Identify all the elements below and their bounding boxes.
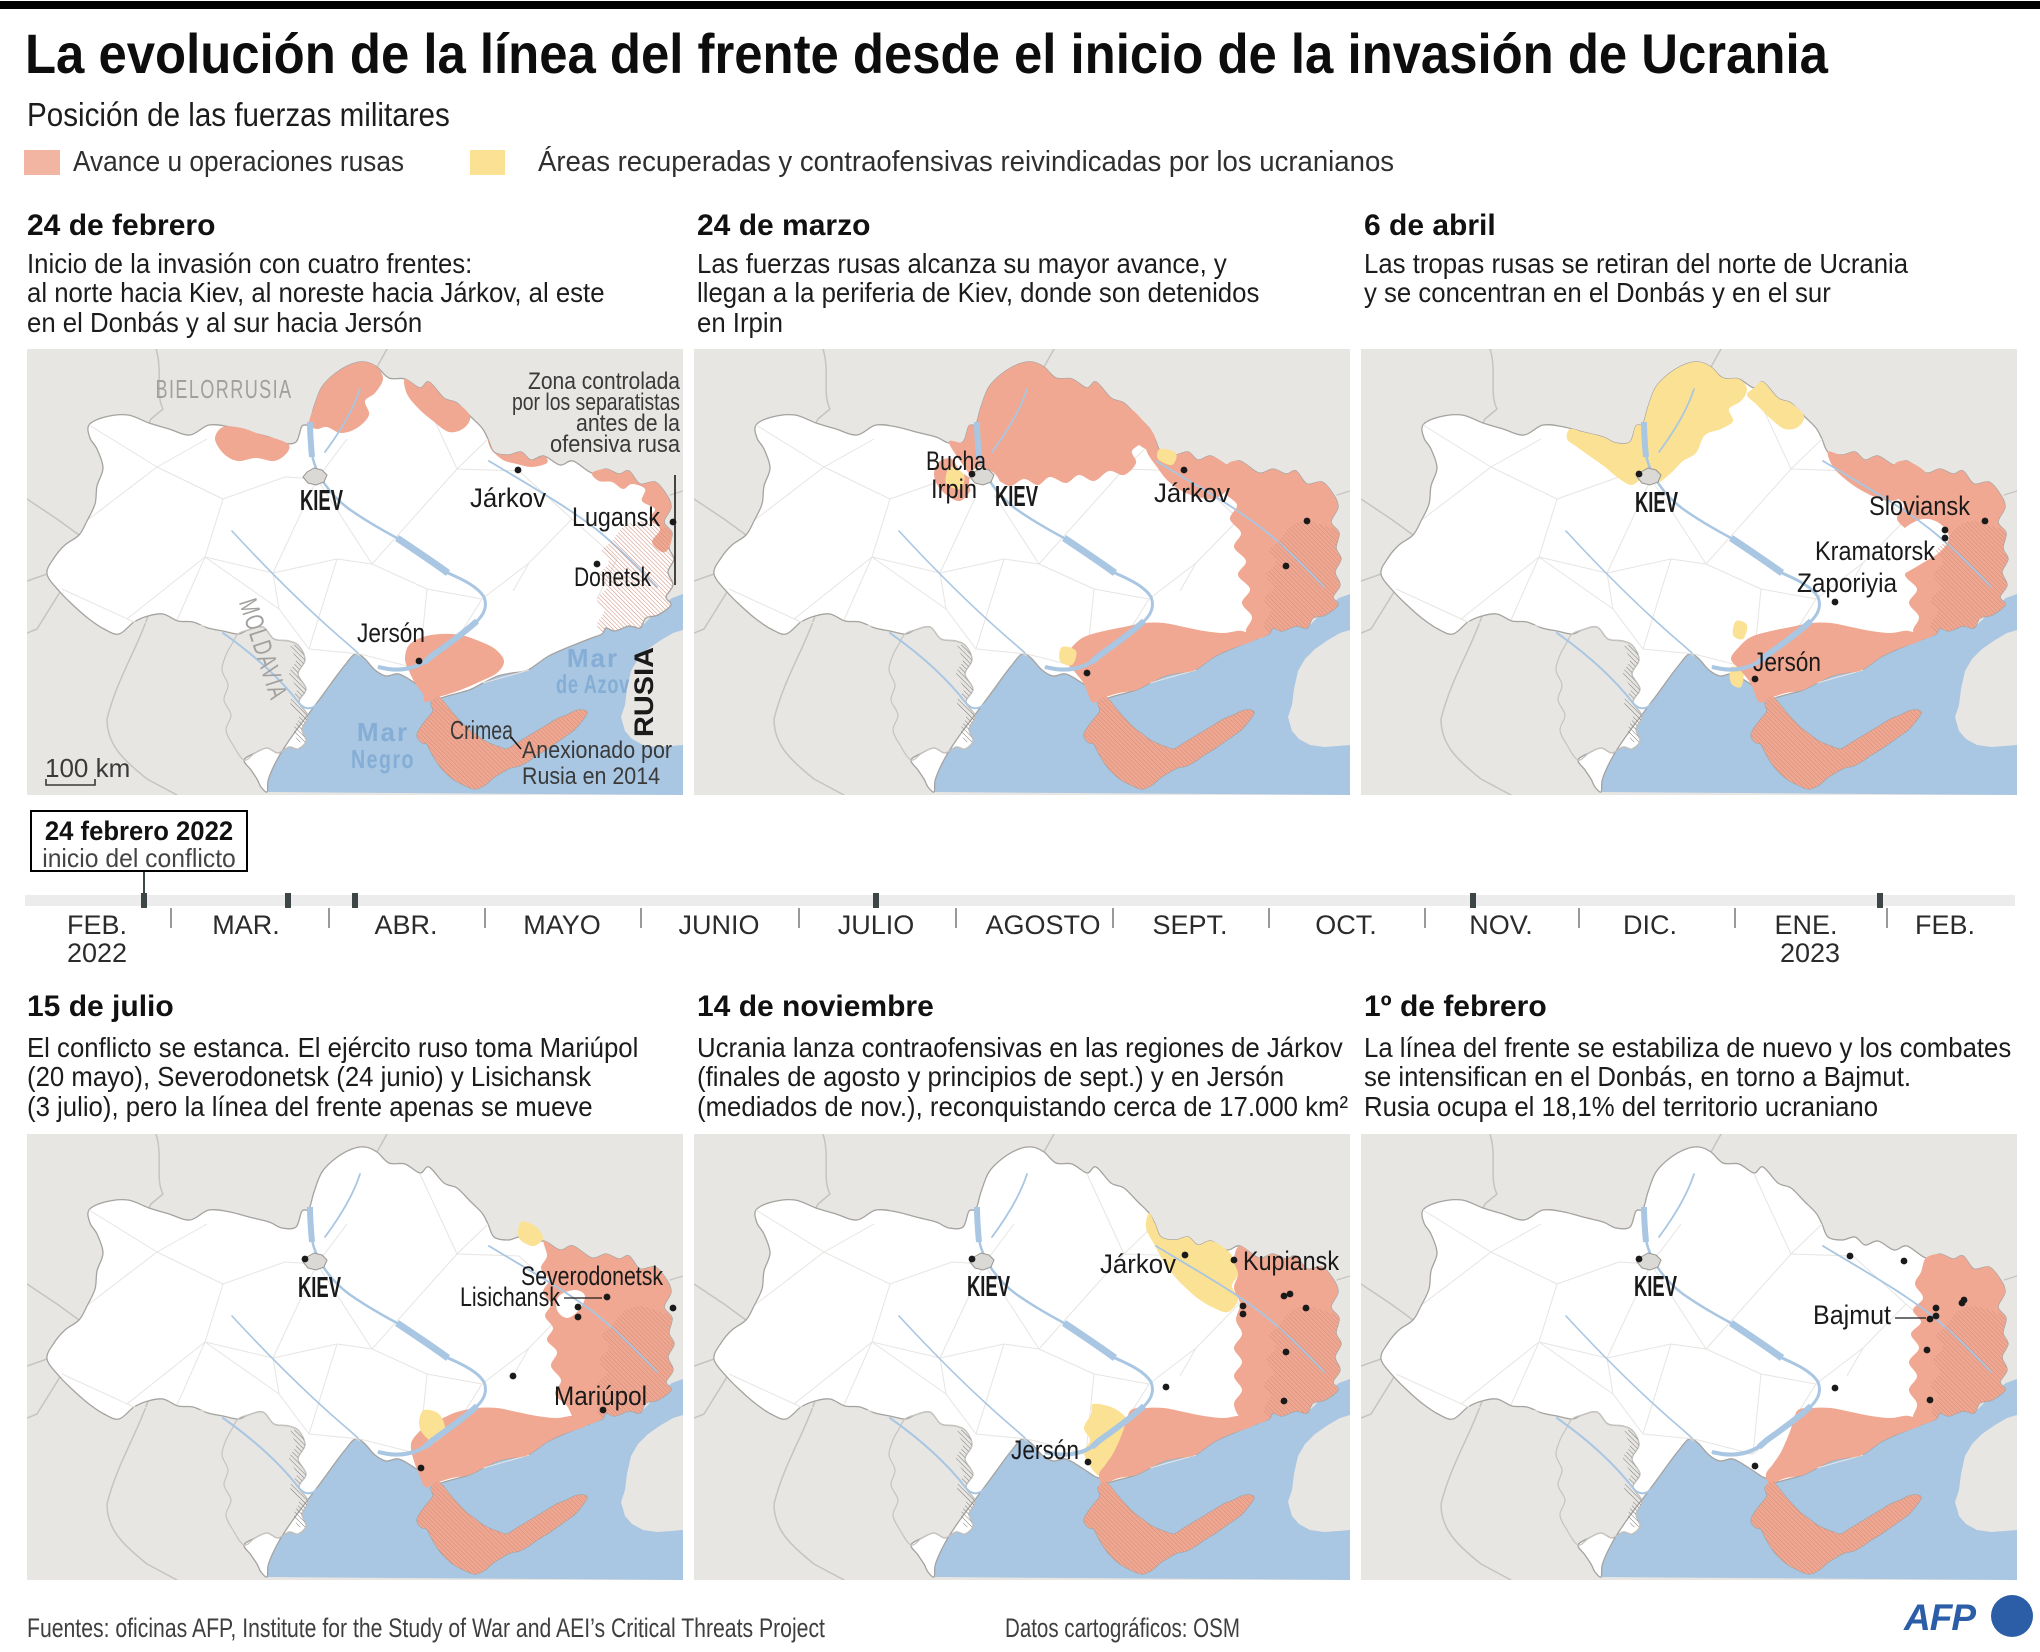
svg-text:Anexionado por: Anexionado por (522, 737, 672, 764)
svg-text:Járkov: Járkov (1100, 1249, 1176, 1279)
svg-text:Jersón: Jersón (1011, 1435, 1079, 1465)
svg-text:KIEV: KIEV (300, 485, 343, 517)
svg-text:Irpin: Irpin (931, 474, 977, 504)
svg-text:Crimea: Crimea (450, 715, 513, 745)
svg-text:100 km: 100 km (45, 753, 130, 783)
svg-text:Mar: Mar (357, 717, 409, 747)
svg-text:Zona controlada: Zona controlada (528, 368, 681, 395)
svg-text:AFP: AFP (1903, 1597, 1976, 1638)
svg-text:KIEV: KIEV (1635, 487, 1678, 519)
svg-text:Negro: Negro (351, 744, 415, 774)
svg-text:Járkov: Járkov (1154, 478, 1230, 508)
svg-text:Jersón: Jersón (357, 618, 425, 648)
svg-text:Lisichansk: Lisichansk (460, 1282, 560, 1312)
svg-text:Bucha: Bucha (926, 446, 987, 476)
svg-text:Bajmut: Bajmut (1813, 1300, 1891, 1330)
svg-text:Sloviansk: Sloviansk (1869, 491, 1970, 521)
svg-text:Zaporiyia: Zaporiyia (1797, 568, 1898, 598)
svg-text:Mar: Mar (567, 643, 619, 673)
svg-text:Rusia en 2014: Rusia en 2014 (522, 763, 660, 790)
svg-text:por los separatistas: por los separatistas (512, 389, 680, 416)
svg-text:ofensiva rusa: ofensiva rusa (550, 431, 681, 458)
svg-text:RUSIA: RUSIA (629, 647, 659, 737)
svg-text:KIEV: KIEV (995, 481, 1038, 513)
svg-text:KIEV: KIEV (1634, 1271, 1677, 1303)
svg-text:Kupiansk: Kupiansk (1243, 1246, 1339, 1276)
svg-text:Járkov: Járkov (470, 483, 546, 513)
svg-text:KIEV: KIEV (298, 1272, 341, 1304)
svg-text:KIEV: KIEV (967, 1271, 1010, 1303)
svg-text:Severodonetsk: Severodonetsk (521, 1261, 663, 1291)
svg-text:Kramatorsk: Kramatorsk (1815, 536, 1935, 566)
svg-text:BIELORRUSIA: BIELORRUSIA (156, 374, 293, 404)
svg-text:antes de la: antes de la (576, 410, 681, 437)
svg-text:Donetsk: Donetsk (574, 562, 651, 592)
svg-text:Mariúpol: Mariúpol (554, 1381, 647, 1411)
svg-text:de Azov: de Azov (556, 669, 630, 699)
svg-text:Lugansk: Lugansk (572, 502, 660, 532)
svg-text:Jersón: Jersón (1753, 647, 1821, 677)
